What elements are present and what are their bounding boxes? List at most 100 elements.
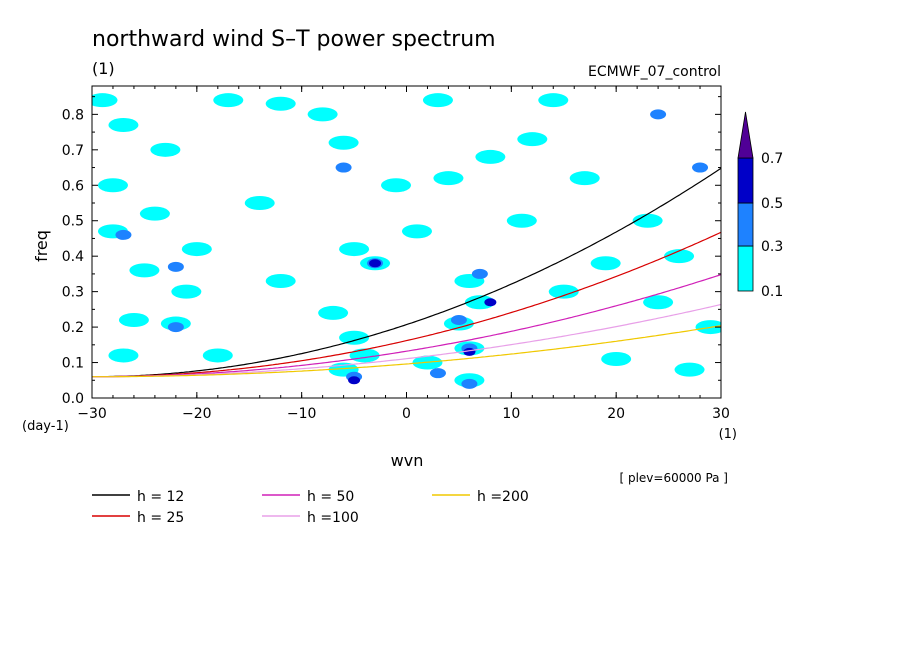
y-tick-label: 0.8 — [62, 107, 84, 123]
y-tick-label: 0.5 — [62, 214, 84, 230]
contour-blob — [213, 93, 244, 108]
y-axis-label: freq — [32, 230, 51, 262]
y-tick-label: 0.4 — [62, 249, 84, 265]
x-tick-label: 0 — [402, 406, 411, 422]
contour-blob — [538, 93, 569, 108]
contour-blob — [307, 107, 338, 122]
contour-blob — [265, 274, 296, 288]
x-tick-label: 30 — [712, 406, 730, 422]
legend: h = 12 h = 25 h = 50 h =100 h =200 — [92, 489, 529, 526]
contour-blob — [461, 378, 478, 389]
y-tick-label: 0.6 — [62, 178, 84, 194]
contour-blob — [244, 196, 275, 210]
contour-blob — [590, 256, 621, 271]
dispersion-curves — [92, 167, 721, 378]
y-unit-label: (day-1) — [22, 419, 69, 434]
x-tick-label: −30 — [77, 406, 107, 422]
curve-25 — [92, 231, 721, 378]
curve-200 — [92, 325, 721, 378]
chart-title: northward wind S–T power spectrum — [92, 27, 496, 52]
contour-blob — [167, 261, 184, 272]
contour-blob — [632, 213, 663, 228]
x-tick-label: −10 — [287, 406, 317, 422]
contour-blob — [339, 242, 370, 257]
colorbar-arrow — [737, 111, 754, 159]
contour-blob — [464, 295, 495, 310]
colorbar-label: 0.1 — [761, 284, 783, 300]
contour-blob — [115, 229, 132, 240]
contour-blob — [506, 213, 537, 228]
y-axis: 0.0 0.1 0.2 0.3 0.4 0.5 0.6 0.7 0.8 — [62, 96, 721, 407]
contour-blob — [643, 295, 674, 310]
plot-area — [92, 93, 721, 389]
contour-blob — [150, 142, 181, 157]
source-label: ECMWF_07_control — [588, 64, 721, 80]
x-tick-label: 10 — [502, 406, 520, 422]
contour-blob — [265, 96, 296, 111]
contour-blob — [349, 348, 380, 363]
contour-blob — [517, 132, 548, 147]
colorbar-segment — [737, 245, 754, 292]
contour-blob — [97, 178, 128, 193]
contour-blob — [202, 348, 233, 363]
colorbar-label: 0.7 — [761, 151, 783, 167]
contour-blob — [335, 162, 352, 173]
contour-blob — [692, 162, 709, 173]
contour-blob — [108, 348, 139, 363]
contour-blob — [569, 171, 600, 186]
contour-blob — [167, 322, 184, 333]
colorbar-segment — [737, 202, 754, 247]
y-tick-label: 0.0 — [62, 391, 84, 407]
contour-layer — [92, 93, 721, 389]
contour-blob — [650, 109, 667, 120]
contour-blob — [92, 93, 118, 108]
chart-subtitle: (1) — [92, 59, 115, 78]
x-unit-label: (1) — [719, 427, 737, 442]
contour-blob — [471, 268, 488, 279]
contour-blob — [171, 284, 202, 299]
legend-label: h = 12 — [137, 489, 184, 505]
plev-footnote: [ plev=60000 Pa ] — [619, 471, 728, 485]
curve-50 — [92, 274, 721, 378]
contour-blob — [339, 330, 370, 345]
contour-blob — [429, 368, 446, 379]
contour-blob — [601, 352, 632, 366]
contour-blob — [348, 376, 361, 385]
contour-blob — [484, 298, 497, 307]
contour-blob — [129, 263, 160, 278]
legend-label: h =200 — [477, 489, 529, 505]
contour-blob — [433, 171, 464, 186]
contour-blob — [318, 305, 349, 320]
contour-blob — [181, 242, 212, 257]
colorbar-label: 0.3 — [761, 239, 783, 255]
contour-blob — [664, 249, 695, 264]
x-tick-label: −20 — [182, 406, 212, 422]
legend-label: h = 25 — [137, 510, 184, 526]
contour-blob — [695, 320, 721, 335]
contour-blob — [450, 315, 467, 325]
y-tick-label: 0.2 — [62, 320, 84, 336]
legend-label: h =100 — [307, 510, 359, 526]
x-axis: −30 −20 −10 0 10 20 30 — [77, 86, 730, 422]
contour-blob — [422, 93, 453, 108]
y-tick-label: 0.7 — [62, 143, 84, 159]
contour-blob — [328, 135, 359, 150]
x-axis-label: wvn — [391, 451, 424, 470]
contour-blob — [118, 313, 149, 327]
y-tick-label: 0.1 — [62, 356, 84, 372]
contour-blob — [674, 362, 705, 377]
colorbar: 0.1 0.3 0.5 0.7 — [737, 111, 783, 300]
x-tick-label: 20 — [607, 406, 625, 422]
y-tick-label: 0.3 — [62, 285, 84, 301]
contour-blob — [548, 284, 579, 299]
contour-blob — [369, 259, 382, 268]
contour-blob — [401, 224, 432, 239]
curve-12 — [92, 167, 721, 378]
colorbar-segment — [737, 157, 754, 204]
contour-blob — [139, 206, 170, 221]
contour-blob — [381, 178, 412, 193]
contour-blob — [108, 118, 139, 132]
contour-blob — [475, 149, 506, 164]
legend-label: h = 50 — [307, 489, 354, 505]
